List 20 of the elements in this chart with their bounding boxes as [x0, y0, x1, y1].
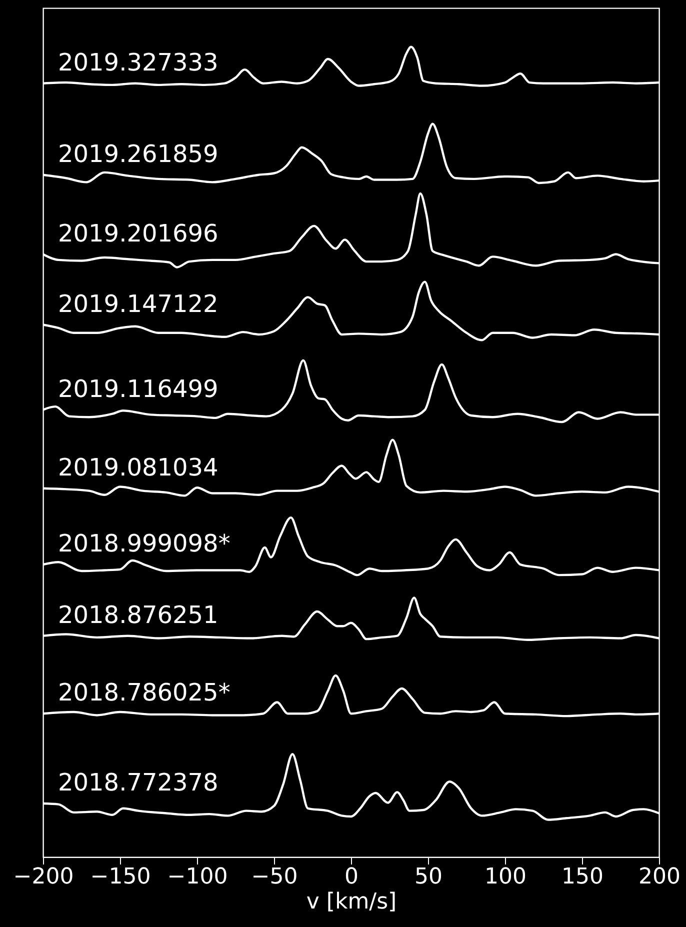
series-label: 2019.201696: [58, 219, 218, 248]
series-label: 2018.786025*: [58, 678, 230, 707]
x-tick-label: 100: [484, 864, 526, 890]
series-label: 2019.116499: [58, 374, 218, 403]
series-label: 2019.327333: [58, 48, 218, 76]
x-tick-label: 200: [638, 864, 680, 890]
x-tick-label: −100: [167, 864, 228, 890]
x-tick-label: 150: [562, 864, 604, 890]
x-tick-label: 50: [414, 864, 442, 890]
series-label: 2019.081034: [58, 453, 218, 482]
x-tick-label: −200: [13, 864, 74, 890]
series-label: 2018.772378: [58, 768, 218, 797]
x-tick-label: 0: [344, 864, 358, 890]
series-label: 2019.147122: [58, 290, 218, 318]
x-tick-label: −50: [251, 864, 298, 890]
series-label: 2018.999098*: [58, 530, 230, 558]
x-tick-label: −150: [90, 864, 151, 890]
x-axis-title: v [km/s]: [306, 890, 397, 914]
series-label: 2018.876251: [58, 600, 218, 629]
series-label: 2019.261859: [58, 140, 218, 168]
